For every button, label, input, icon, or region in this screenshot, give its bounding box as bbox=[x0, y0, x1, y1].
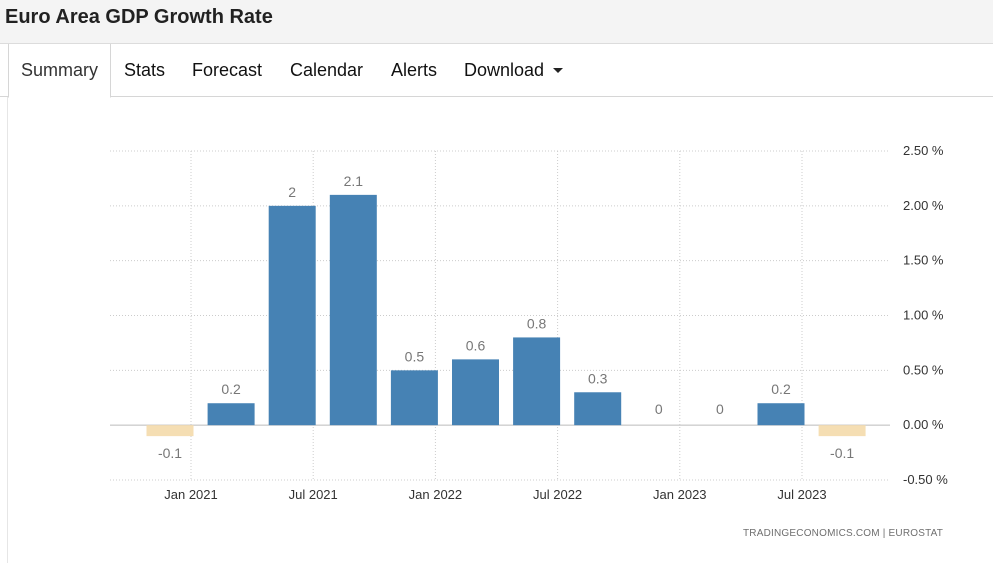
bar-data-label: -0.1 bbox=[158, 445, 182, 461]
bar-data-label: 0.2 bbox=[771, 381, 791, 397]
x-tick-label: Jul 2022 bbox=[533, 487, 582, 502]
tab-download[interactable]: Download bbox=[464, 44, 564, 97]
chart-x-axis: Jan 2021 Jul 2021 Jan 2022 Jul 2022 Jan 2023… bbox=[164, 487, 826, 502]
bar bbox=[329, 194, 377, 426]
chart-gridlines bbox=[110, 150, 890, 481]
bar bbox=[390, 370, 438, 426]
bar-data-label: 0.5 bbox=[405, 348, 425, 364]
page-header: Euro Area GDP Growth Rate bbox=[0, 0, 993, 44]
chart-source: TRADINGECONOMICS.COM | EUROSTAT bbox=[743, 528, 943, 539]
x-tick-label: Jul 2021 bbox=[289, 487, 338, 502]
y-tick-label: 1.00 % bbox=[903, 308, 944, 323]
x-tick-label: Jan 2022 bbox=[409, 487, 463, 502]
bar-data-label: 0.6 bbox=[466, 337, 486, 353]
chart-bars bbox=[146, 194, 866, 437]
tab-alerts[interactable]: Alerts bbox=[391, 60, 438, 80]
page-title: Euro Area GDP Growth Rate bbox=[5, 6, 273, 28]
y-tick-label: 0.50 % bbox=[903, 362, 944, 377]
y-tick-label: 0.00 % bbox=[903, 417, 944, 432]
tab-download-label: Download bbox=[464, 60, 545, 80]
content-left-edge bbox=[0, 97, 8, 563]
bar bbox=[818, 425, 866, 437]
bar bbox=[452, 359, 499, 426]
x-tick-label: Jan 2021 bbox=[164, 487, 218, 502]
bar-data-label: 0 bbox=[655, 401, 663, 417]
y-tick-label: 1.50 % bbox=[903, 253, 944, 268]
chart-data-labels: -0.1 0.2 2 2.1 0.5 0.6 0.8 0.3 0 0 0.2 -0.1 bbox=[158, 173, 854, 461]
bar-data-label: 0.3 bbox=[588, 370, 608, 386]
bar-data-label: -0.1 bbox=[830, 445, 854, 461]
bar bbox=[207, 403, 255, 426]
x-tick-label: Jan 2023 bbox=[653, 487, 707, 502]
chart-y-axis: 2.50 % 2.00 % 1.50 % 1.00 % 0.50 % 0.00 % -0.5… bbox=[903, 143, 948, 487]
tab-forecast[interactable]: Forecast bbox=[192, 60, 263, 80]
y-tick-label: 2.50 % bbox=[903, 143, 944, 158]
tab-stats[interactable]: Stats bbox=[124, 60, 166, 80]
caret-down-icon bbox=[553, 68, 564, 73]
bar-data-label: 2.1 bbox=[344, 173, 364, 189]
y-tick-label: 2.00 % bbox=[903, 198, 944, 213]
bar bbox=[268, 205, 316, 426]
bar-data-label: 2 bbox=[288, 184, 296, 200]
tab-calendar[interactable]: Calendar bbox=[290, 60, 364, 80]
bar bbox=[513, 337, 561, 426]
tab-bar: Summary Stats Forecast Calendar Alerts D… bbox=[0, 44, 993, 98]
bar-data-label: 0.8 bbox=[527, 315, 547, 331]
bar-data-label: 0 bbox=[716, 401, 724, 417]
bar-data-label: 0.2 bbox=[221, 381, 241, 397]
bar bbox=[146, 425, 194, 437]
bar bbox=[574, 392, 622, 426]
tab-summary[interactable]: Summary bbox=[8, 44, 112, 98]
x-tick-label: Jul 2023 bbox=[777, 487, 826, 502]
bar bbox=[757, 403, 805, 426]
y-tick-label: -0.50 % bbox=[903, 472, 948, 487]
